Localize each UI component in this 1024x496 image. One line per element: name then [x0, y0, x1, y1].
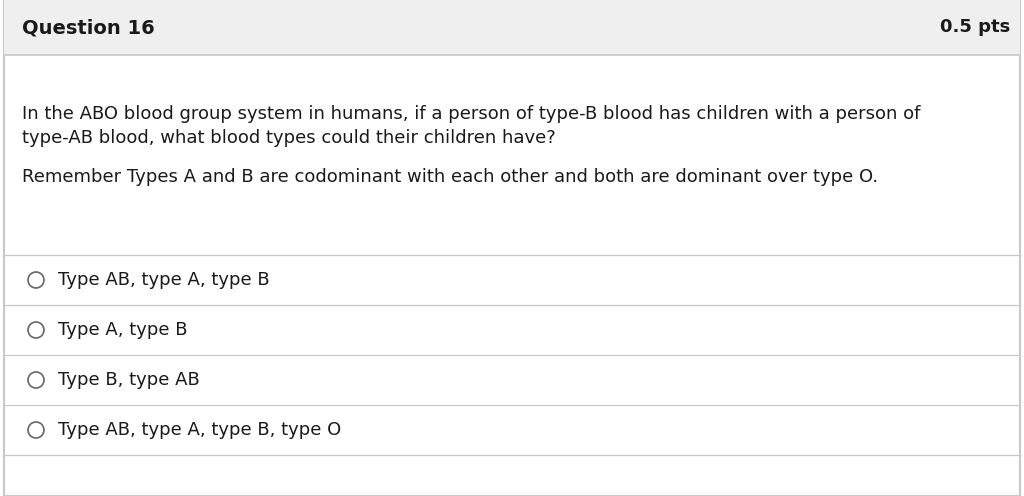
Text: Type AB, type A, type B: Type AB, type A, type B — [58, 271, 269, 289]
Text: Type AB, type A, type B, type O: Type AB, type A, type B, type O — [58, 421, 341, 439]
Circle shape — [28, 422, 44, 438]
Text: type-AB blood, what blood types could their children have?: type-AB blood, what blood types could th… — [22, 129, 556, 147]
Circle shape — [28, 372, 44, 388]
Text: 0.5 pts: 0.5 pts — [940, 18, 1010, 37]
Text: Type A, type B: Type A, type B — [58, 321, 187, 339]
Circle shape — [28, 322, 44, 338]
FancyBboxPatch shape — [4, 0, 1020, 496]
Text: In the ABO blood group system in humans, if a person of type-B blood has childre: In the ABO blood group system in humans,… — [22, 105, 921, 123]
Circle shape — [28, 272, 44, 288]
Text: Remember Types A and B are codominant with each other and both are dominant over: Remember Types A and B are codominant wi… — [22, 168, 879, 186]
Text: Type B, type AB: Type B, type AB — [58, 371, 200, 389]
FancyBboxPatch shape — [4, 0, 1020, 55]
Text: Question 16: Question 16 — [22, 18, 155, 37]
